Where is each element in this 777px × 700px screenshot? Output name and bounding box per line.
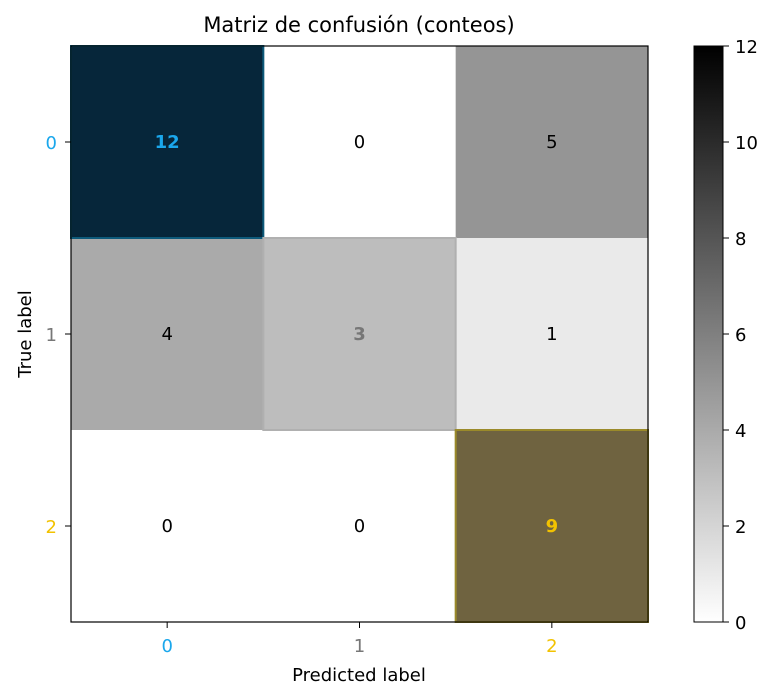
cell-value-1-2: 1	[546, 324, 557, 345]
x-axis-label: Predicted label	[292, 665, 426, 686]
cell-value-labels: 12 0 5 4 3 1 0 0 9	[155, 132, 558, 537]
heatmap-cell-1-2	[455, 238, 648, 430]
colorbar-tick-label-0: 0	[735, 613, 746, 634]
cell-value-0-2: 5	[546, 132, 557, 153]
diagonal-highlight-2	[454, 429, 649, 623]
colorbar-tick-label-6: 12	[735, 37, 758, 58]
cell-value-2-0: 0	[161, 516, 172, 537]
x-axis-ticks: 0 1 2	[161, 622, 558, 657]
y-tick-label-1: 1	[46, 325, 57, 346]
cell-value-0-0: 12	[155, 132, 180, 153]
heatmap-cell-1-0	[71, 238, 264, 430]
colorbar-tick-label-5: 10	[735, 133, 758, 154]
colorbar-tick-label-4: 8	[735, 229, 746, 250]
x-tick-label-0: 0	[161, 636, 172, 657]
colorbar-tick-label-1: 2	[735, 517, 746, 538]
colorbar	[693, 45, 724, 623]
cell-value-0-1: 0	[354, 132, 365, 153]
heatmap-cell-0-1	[263, 46, 456, 238]
x-tick-label-1: 1	[354, 636, 365, 657]
diagonal-highlights	[70, 45, 649, 623]
cell-value-1-1: 3	[353, 324, 366, 345]
y-tick-label-2: 2	[46, 517, 57, 538]
y-axis-label: True label	[15, 290, 36, 379]
y-tick-label-0: 0	[46, 133, 57, 154]
cell-value-2-2: 9	[546, 516, 559, 537]
chart-title: Matriz de confusión (conteos)	[203, 13, 514, 37]
heatmap-cell-0-2	[455, 46, 648, 238]
diagonal-highlight-0	[70, 45, 265, 239]
colorbar-ticks: 0 2 4 6 8 10 12	[723, 37, 758, 634]
colorbar-tick-label-3: 6	[735, 325, 746, 346]
cell-value-2-1: 0	[354, 516, 365, 537]
heatmap-cell-2-0	[71, 430, 264, 622]
colorbar-tick-label-2: 4	[735, 421, 746, 442]
x-tick-label-2: 2	[546, 636, 557, 657]
cell-value-1-0: 4	[161, 324, 172, 345]
heatmap-cell-2-1	[263, 430, 456, 622]
diagonal-highlight-1	[262, 237, 457, 431]
y-axis-ticks: 0 1 2	[46, 133, 71, 538]
